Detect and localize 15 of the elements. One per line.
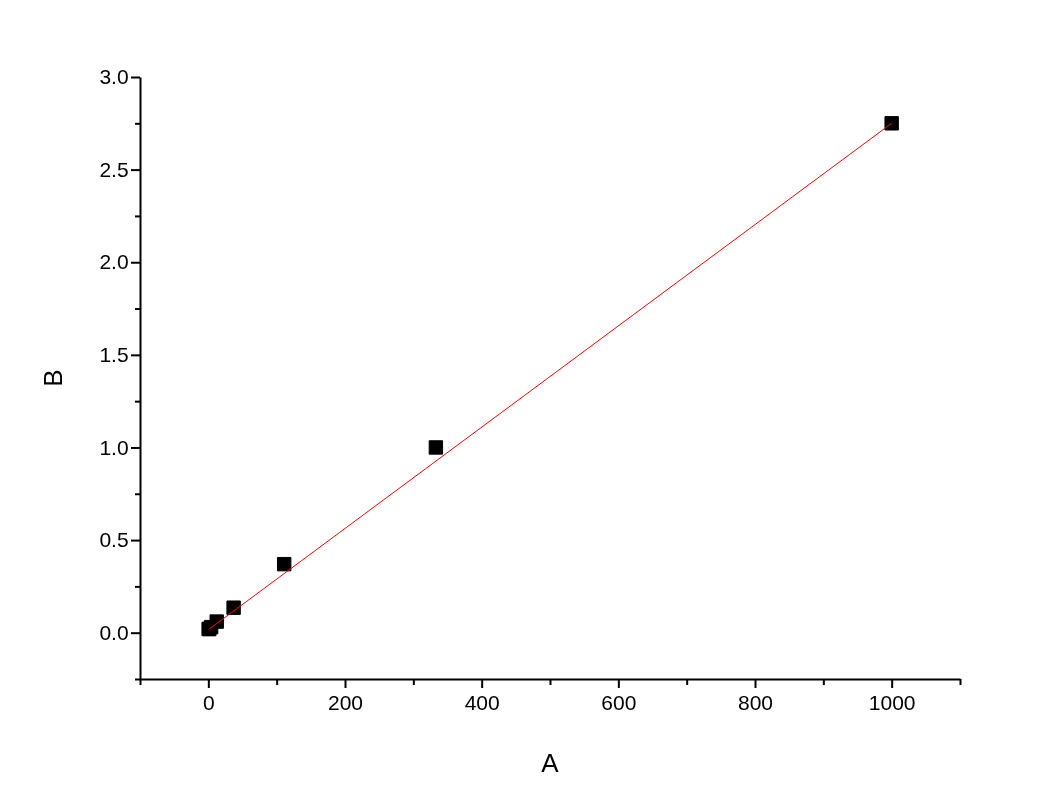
y-tick-label: 0.5: [99, 528, 129, 552]
y-axis-title: B: [38, 369, 68, 387]
y-tick-label: 1.5: [99, 343, 129, 367]
y-tick-label: 0.0: [99, 620, 129, 644]
y-tick-label: 2.0: [99, 250, 129, 274]
x-tick-label: 600: [601, 691, 637, 715]
x-tick-label: 1000: [868, 691, 916, 715]
x-tick-label: 200: [327, 691, 364, 715]
x-tick-label: 800: [737, 691, 774, 715]
y-tick-label: 1.0: [99, 435, 129, 459]
x-axis-title: A: [541, 748, 560, 778]
x-tick-label: 400: [464, 691, 500, 715]
x-tick-label: 0: [202, 691, 215, 715]
y-tick-label: 3.0: [99, 65, 129, 89]
y-tick-label: 2.5: [99, 157, 129, 181]
